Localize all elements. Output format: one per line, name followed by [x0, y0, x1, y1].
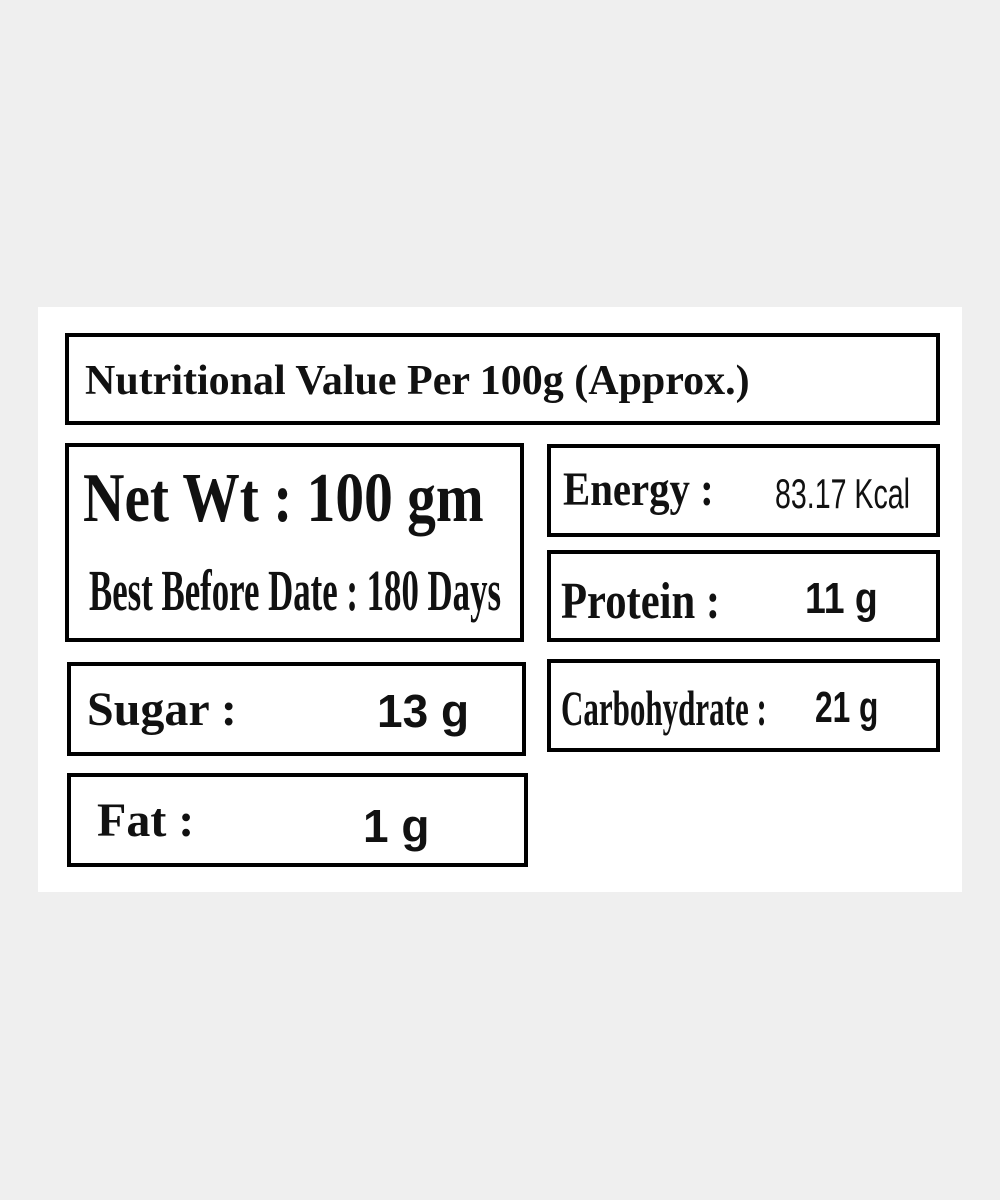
net-weight-box: Net Wt : 100 gm Best Before Date : 180 D…: [65, 443, 524, 642]
item-value: 83.17 Kcal: [775, 470, 910, 517]
carbohydrate-box: Carbohydrate : 21 g: [547, 659, 940, 752]
item-value: 11 g: [805, 574, 878, 623]
protein-box: Protein : 11 g: [547, 550, 940, 642]
item-label: Fat :: [97, 794, 195, 847]
title: Nutritional Value Per 100g (Approx.): [85, 358, 750, 404]
item-label: Carbohydrate :: [561, 680, 767, 736]
energy-box: Energy : 83.17 Kcal: [547, 444, 940, 537]
fat-box: Fat : 1 g: [67, 773, 528, 867]
net-weight: Net Wt : 100 gm: [83, 460, 484, 537]
item-label: Sugar :: [87, 683, 237, 736]
item-value: 1 g: [363, 800, 430, 852]
sugar-box: Sugar : 13 g: [67, 662, 526, 756]
item-value: 21 g: [815, 683, 879, 732]
item-value: 13 g: [377, 685, 470, 737]
best-before: Best Before Date : 180 Days: [89, 558, 502, 623]
title-box: Nutritional Value Per 100g (Approx.): [65, 333, 940, 425]
item-label: Protein :: [561, 573, 721, 630]
item-label: Energy :: [563, 463, 714, 516]
